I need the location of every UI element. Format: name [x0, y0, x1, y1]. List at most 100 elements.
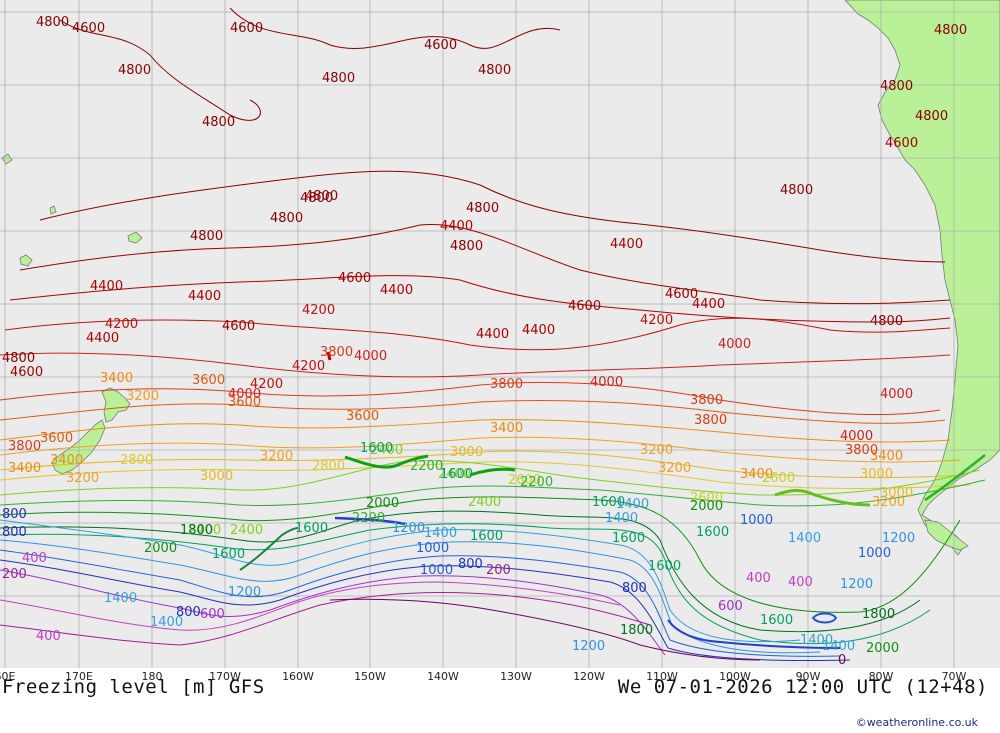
- contour-label-3600: 3600: [346, 409, 379, 424]
- contour-label-4400: 4400: [522, 323, 555, 338]
- contour-label-1400: 1400: [788, 531, 821, 546]
- contour-label-4400: 4400: [440, 219, 473, 234]
- contour-label-4600: 4600: [885, 136, 918, 151]
- contour-label-2400: 2400: [188, 523, 221, 538]
- contour-label-1200: 1200: [228, 585, 261, 600]
- contour-label-4400: 4400: [610, 237, 643, 252]
- contour-label-4200: 4200: [640, 313, 673, 328]
- contour-label-4800: 4800: [202, 115, 235, 130]
- contour-labels: 4800 4600 46004800460048004800480048004800…: [2, 15, 967, 668]
- contour-label-1400: 1400: [822, 639, 855, 654]
- contour-label-1600: 1600: [696, 525, 729, 540]
- lon-label: 120W: [573, 670, 605, 683]
- contour-label-1000: 1000: [740, 513, 773, 528]
- contour-label-4800: 4800: [870, 314, 903, 329]
- contour-2000: [0, 496, 961, 613]
- contour-label-4800: 4800: [478, 63, 511, 78]
- contour-label-4400: 4400: [476, 327, 509, 342]
- contour-label-3200: 3200: [66, 471, 99, 486]
- contour-4200: [4, 317, 951, 351]
- contour-label-3800: 3800: [8, 439, 41, 454]
- land-tierra-del-fuego: [924, 519, 969, 551]
- contour-1800: [0, 510, 921, 633]
- contour-1400-ring: [811, 612, 838, 624]
- contour-label-4800: 4800: [270, 211, 303, 226]
- contour-label-4400: 4400: [86, 331, 119, 346]
- lon-label: 140W: [427, 670, 459, 683]
- contour-2200-island-band: [469, 467, 516, 477]
- contour-label-3000: 3000: [860, 467, 893, 482]
- contour-label-1600: 1600: [470, 529, 503, 544]
- contour-label-3200: 3200: [126, 389, 159, 404]
- contour-label-400: 400: [788, 575, 813, 590]
- contour-label-2400: 2400: [438, 467, 471, 482]
- contour-label-1600: 1600: [612, 531, 645, 546]
- contour-3400: [0, 419, 951, 443]
- lon-label: 180: [141, 670, 163, 683]
- contour-label-1600: 1600: [212, 547, 245, 562]
- map-title: Freezing level [m] GFS: [2, 676, 265, 698]
- contour-label-2600: 2600: [690, 491, 723, 506]
- contour-label-400: 400: [22, 551, 47, 566]
- contour-label-600: 600: [718, 599, 743, 614]
- contour-label-3400: 3400: [490, 421, 523, 436]
- contour-label-2800: 2800: [312, 459, 345, 474]
- contour-4600: [19, 223, 951, 305]
- contour-label-1800: 1800: [180, 523, 213, 538]
- contour-3200: [0, 436, 961, 463]
- contour-label-4800: 4800: [118, 63, 151, 78]
- contour-label-800: 800: [2, 507, 27, 522]
- lon-label: 90W: [795, 670, 821, 683]
- contour-label-0: 0: [838, 653, 846, 668]
- contour-1400: [0, 519, 801, 643]
- contour-label-4000: 4000: [354, 349, 387, 364]
- contour-label-2200: 2200: [410, 459, 443, 474]
- contour-4800: [59, 19, 261, 121]
- contour-label-1600: 1600: [440, 467, 473, 482]
- contour-800-south-band: [667, 619, 841, 649]
- contour-800: [0, 559, 851, 661]
- contour-label-2400: 2400: [468, 495, 501, 510]
- contour-label-1400: 1400: [605, 511, 638, 526]
- contour-3800-red-spot: [326, 351, 332, 361]
- contour-label-3600: 3600: [192, 373, 225, 388]
- contour-label-3000: 3000: [200, 469, 233, 484]
- contour-label-1200: 1200: [572, 639, 605, 654]
- contour-label-3800: 3800: [690, 393, 723, 408]
- contour-label-4200: 4200: [302, 303, 335, 318]
- contour-label-600: 600: [200, 607, 225, 622]
- contour-label-1000: 1000: [416, 541, 449, 556]
- contour-600: [0, 569, 666, 656]
- freezing-level-map: 4800 4600 46004800460048004800480048004800…: [0, 0, 1000, 668]
- contour-label-200: 200: [486, 563, 511, 578]
- lon-label: 70W: [941, 670, 967, 683]
- credit-link[interactable]: ©weatheronline.co.uk: [855, 716, 978, 729]
- contour-label-1200: 1200: [392, 521, 425, 536]
- contour-label-2800: 2800: [120, 453, 153, 468]
- land-islet-a: [19, 254, 33, 267]
- contour-label-4800: 4600: [230, 21, 263, 36]
- contour-4000: [0, 352, 951, 378]
- contour-label-4600: 4600: [222, 319, 255, 334]
- contour-label-2400: 2400: [370, 443, 403, 458]
- contour-label-4800: 4600: [72, 21, 105, 36]
- contour-label-4800: 4800: [934, 23, 967, 38]
- contour-label-1600: 1600: [592, 495, 625, 510]
- lon-label: 170W: [209, 670, 241, 683]
- contour-label-4800: 4600: [424, 38, 457, 53]
- contour-label-3800: 3800: [320, 345, 353, 360]
- contour-label-1200: 1200: [882, 531, 915, 546]
- contour-label-3400: 3400: [100, 371, 133, 386]
- contour-1600-band: [239, 527, 299, 571]
- contour-label-1600: 1600: [295, 521, 328, 536]
- contour-0: [329, 598, 761, 661]
- contour-label-1400: 1400: [424, 526, 457, 541]
- contour-label-4600: 4600: [10, 365, 43, 380]
- contour-label-800: 800: [176, 605, 201, 620]
- contour-label-800: 800: [622, 581, 647, 596]
- contour-label-4000: 4000: [590, 375, 623, 390]
- contour-label-3400: 3400: [870, 449, 903, 464]
- contour-1600: [0, 523, 931, 645]
- contour-label-3400: 3400: [50, 453, 83, 468]
- lon-label: 150W: [354, 670, 386, 683]
